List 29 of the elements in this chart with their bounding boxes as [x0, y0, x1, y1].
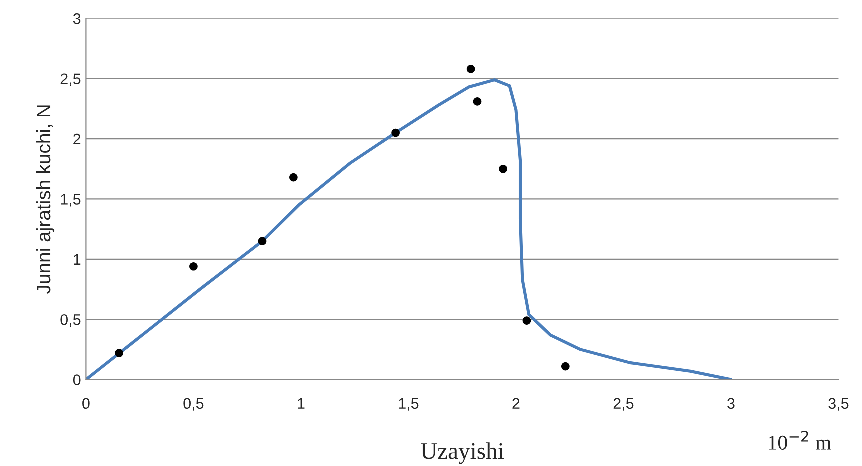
- point: [290, 173, 298, 182]
- x-tick-label: 2,5: [614, 398, 634, 411]
- x-tick-label: 3: [728, 398, 735, 410]
- text: 10$^{−2}$ m: [769, 430, 832, 450]
- y-tick-label: 0,5: [60, 314, 81, 328]
- x-tick-label: 1: [298, 398, 305, 409]
- y-tick-label: 2,5: [60, 74, 81, 86]
- point: [562, 362, 570, 371]
- point: [466, 65, 476, 74]
- point: [522, 316, 532, 325]
- y-tick-label: 1: [74, 254, 81, 265]
- x-tick-label: 1,5: [399, 398, 419, 411]
- x-tick-label: 3,5: [828, 398, 849, 411]
- x-tick-label: 0,5: [184, 398, 204, 411]
- y-tick-label: 1,5: [61, 194, 81, 207]
- point: [473, 98, 482, 106]
- x-tick-label: 2: [512, 398, 520, 409]
- x-tick-label: 0: [82, 398, 90, 410]
- y-tick-label: 0: [73, 374, 81, 386]
- y-tick-label: 2: [74, 134, 81, 145]
- point: [258, 237, 267, 246]
- y-tick-label: 3: [73, 14, 81, 24]
- point: [499, 164, 508, 174]
- y-axis-title: Junni ajratish kuchi, N: [36, 106, 55, 294]
- point: [115, 349, 124, 358]
- line-series: [86, 78, 733, 380]
- point: [392, 128, 400, 138]
- point: [190, 262, 198, 271]
- x-axis-title: Uzayishi: [420, 442, 504, 464]
